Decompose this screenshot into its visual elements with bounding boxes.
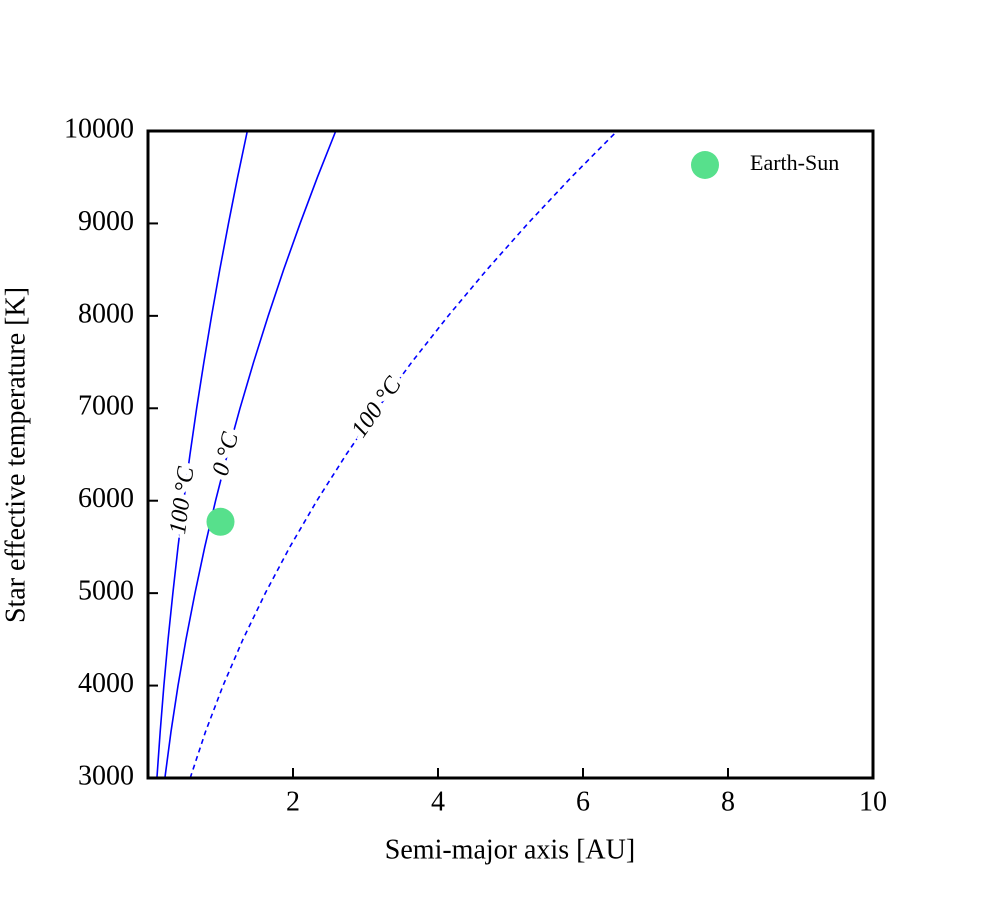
y-tick-label: 8000 (78, 298, 134, 329)
y-tick-label: 7000 (78, 391, 134, 422)
x-axis-label: Semi-major axis [AU] (385, 834, 635, 865)
legend-label: Earth-Sun (750, 150, 839, 175)
plot-frame (146, 129, 875, 780)
contour-line (156, 130, 249, 779)
y-tick-label: 5000 (78, 576, 134, 607)
legend-marker (691, 151, 719, 179)
contour-label: 100 °C (165, 464, 200, 535)
contour-line (189, 130, 618, 779)
y-tick-label: 3000 (78, 760, 134, 791)
y-tick-label: 4000 (78, 668, 134, 699)
x-tick-label: 4 (431, 786, 445, 817)
y-tick-label: 10000 (64, 113, 134, 144)
y-tick-label: 9000 (78, 206, 134, 237)
contour-line (164, 130, 337, 779)
y-axis-label: Star effective temperature [K] (0, 287, 31, 623)
contour-label: 100 °C (346, 372, 407, 443)
data-point (206, 507, 235, 536)
x-tick-label: 10 (859, 786, 887, 817)
x-tick-label: 6 (576, 786, 590, 817)
x-tick-label: 8 (721, 786, 735, 817)
x-tick-label: 2 (286, 786, 300, 817)
contour-label: 0 °C (208, 429, 245, 479)
y-tick-label: 6000 (78, 483, 134, 514)
